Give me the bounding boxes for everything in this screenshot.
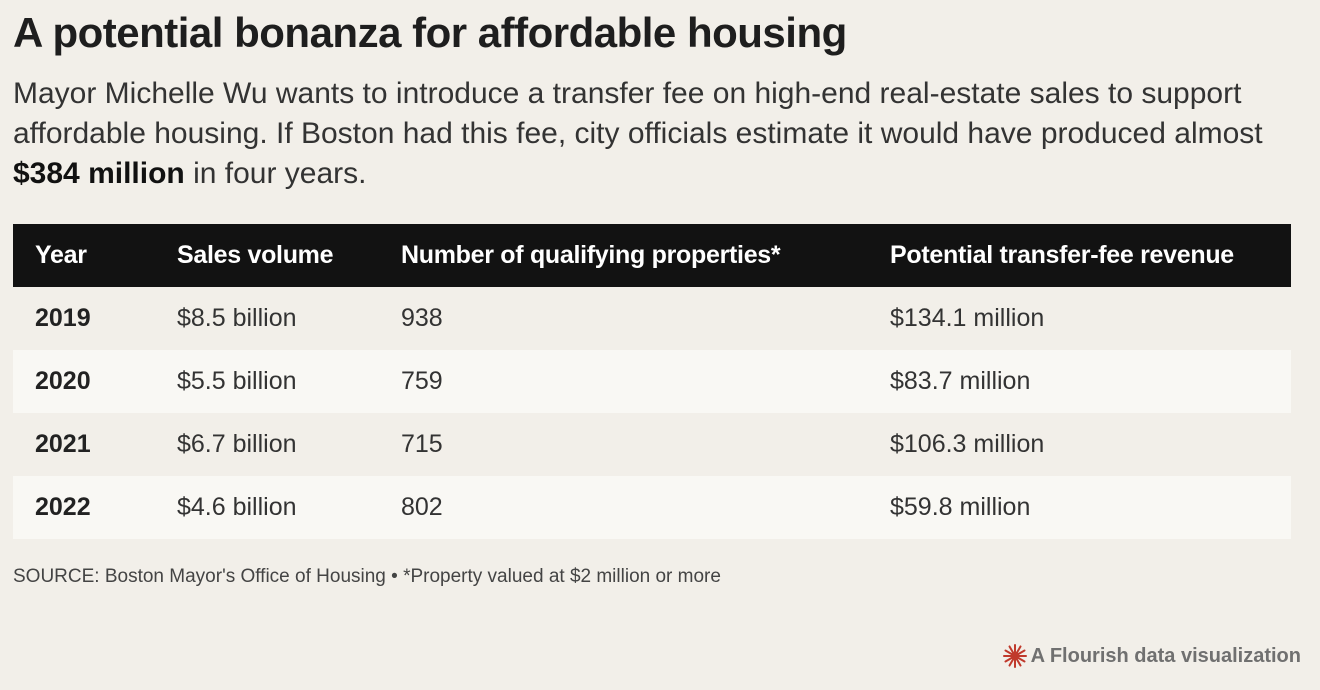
chart-title: A potential bonanza for affordable housi…: [13, 9, 847, 56]
flourish-logo-icon: [1002, 644, 1027, 668]
column-header-sales-volume: Sales volume: [177, 241, 334, 269]
cell-year: 2020: [35, 367, 91, 395]
logo-ray: [1008, 645, 1014, 654]
column-header-transfer-fee-revenue: Potential transfer-fee revenue: [890, 241, 1234, 269]
subtitle-text-end: in four years.: [184, 157, 367, 190]
source-note: SOURCE: Boston Mayor's Office of Housing…: [13, 566, 721, 587]
subtitle-text: Mayor Michelle Wu wants to introduce a t…: [13, 77, 1263, 150]
cell-qualifying-properties: 759: [401, 367, 443, 395]
column-header-year: Year: [35, 241, 87, 269]
cell-qualifying-properties: 715: [401, 430, 443, 458]
column-header-qualifying-properties: Number of qualifying properties*: [401, 241, 781, 269]
credit-text: A Flourish data visualization: [1030, 644, 1301, 667]
cell-transfer-fee-revenue: $106.3 million: [890, 430, 1045, 458]
cell-sales-volume: $4.6 billion: [177, 493, 297, 521]
cell-transfer-fee-revenue: $134.1 million: [890, 304, 1045, 332]
logo-ray: [1015, 658, 1022, 667]
cell-sales-volume: $8.5 billion: [177, 304, 297, 332]
table-row: 2019 $8.5 billion 938 $134.1 million: [13, 287, 1291, 350]
subtitle-highlight: $384 million: [13, 157, 185, 190]
data-table: Year Sales volume Number of qualifying p…: [13, 224, 1291, 539]
cell-year: 2019: [35, 304, 91, 332]
logo-ray: [1008, 658, 1014, 667]
table-row: 2021 $6.7 billion 715 $106.3 million: [13, 413, 1291, 476]
table-row: 2020 $5.5 billion 759 $83.7 million: [13, 350, 1291, 413]
chart-subtitle: Mayor Michelle Wu wants to introduce a t…: [13, 74, 1291, 194]
cell-qualifying-properties: 938: [401, 304, 443, 332]
cell-transfer-fee-revenue: $83.7 million: [890, 367, 1031, 395]
cell-year: 2022: [35, 493, 91, 521]
cell-sales-volume: $6.7 billion: [177, 430, 297, 458]
cell-qualifying-properties: 802: [401, 493, 443, 521]
logo-ray: [1004, 649, 1013, 655]
logo-ray: [1004, 657, 1013, 663]
chart-header: A potential bonanza for affordable housi…: [13, 8, 1291, 194]
logo-ray: [1015, 645, 1022, 654]
table-row: 2022 $4.6 billion 802 $59.8 million: [13, 476, 1291, 539]
flourish-credit-link[interactable]: A Flourish data visualization: [1002, 644, 1301, 668]
table-header-row: Year Sales volume Number of qualifying p…: [13, 224, 1291, 287]
cell-sales-volume: $5.5 billion: [177, 367, 297, 395]
cell-year: 2021: [35, 430, 91, 458]
cell-transfer-fee-revenue: $59.8 million: [890, 493, 1031, 521]
logo-ray: [1017, 649, 1026, 655]
logo-ray: [1017, 657, 1026, 663]
